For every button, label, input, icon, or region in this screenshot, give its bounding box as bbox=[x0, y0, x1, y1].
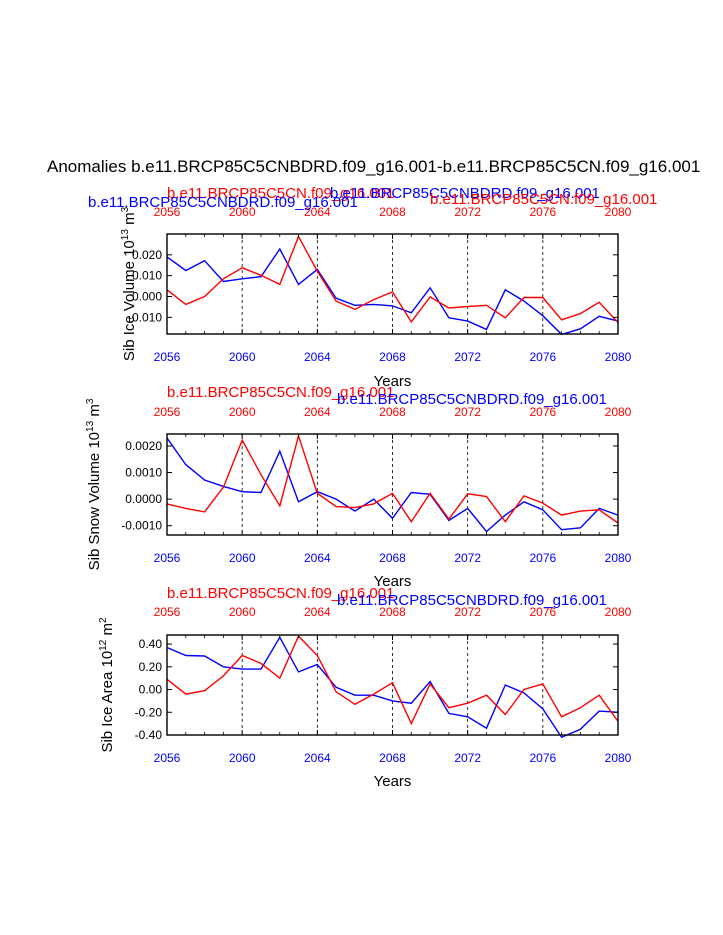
case-label-bdrd-right: b.e11.BRCP85C5CNBDRD.f09_g16.001 bbox=[330, 185, 600, 202]
x-tick-label-top: 2072 bbox=[454, 205, 481, 219]
x-tick-label-top: 2076 bbox=[529, 405, 556, 419]
y-tick-label: 0.0010 bbox=[125, 466, 162, 480]
y-axis-title: Sib Ice Area 1012 m2 bbox=[98, 617, 116, 753]
series-line-bdrd bbox=[166, 437, 619, 533]
case-label-bdrd-left: b.e11.BRCP85C5CNBDRD.f09_g16.001 bbox=[88, 194, 358, 211]
case-label-cn: b.e11.BRCP85C5CN.f09_g16.001 bbox=[167, 384, 394, 401]
series-line-bdrd bbox=[166, 247, 619, 336]
y-tick-label: 0.40 bbox=[139, 637, 163, 651]
x-axis-title: Years bbox=[374, 573, 412, 590]
y-tick-label: 0.0020 bbox=[125, 439, 162, 453]
series-line-cn bbox=[166, 634, 619, 726]
y-tick-label: -0.010 bbox=[128, 310, 162, 324]
x-tick-label-bottom: 2080 bbox=[605, 551, 632, 565]
x-tick-label-top: 2076 bbox=[529, 605, 556, 619]
y-axis-title: Sib Ice Volume 1013 m3 bbox=[120, 206, 138, 361]
x-tick-label-bottom: 2076 bbox=[529, 751, 556, 765]
x-tick-label-top: 2080 bbox=[605, 405, 632, 419]
x-tick-label-bottom: 2072 bbox=[454, 551, 481, 565]
x-tick-label-top: 2068 bbox=[379, 205, 406, 219]
y-tick-label: 0.010 bbox=[132, 269, 162, 283]
x-tick-label-bottom: 2056 bbox=[154, 551, 181, 565]
y-tick-label: 0.00 bbox=[139, 683, 163, 697]
x-tick-label-bottom: 2060 bbox=[229, 350, 256, 364]
x-tick-label-bottom: 2080 bbox=[605, 751, 632, 765]
y-tick-label: -0.40 bbox=[135, 728, 163, 742]
series-line-cn bbox=[166, 234, 619, 324]
x-tick-label-bottom: 2068 bbox=[379, 350, 406, 364]
x-tick-label-top: 2068 bbox=[379, 605, 406, 619]
x-tick-label-bottom: 2068 bbox=[379, 751, 406, 765]
x-tick-label-bottom: 2072 bbox=[454, 751, 481, 765]
x-tick-label-bottom: 2068 bbox=[379, 551, 406, 565]
series-line-cn bbox=[166, 433, 619, 524]
panel-1: 2056 2056 2060 2060 2064 2064 2068 2068 2072 2072… bbox=[88, 185, 657, 390]
y-tick-label: 0.000 bbox=[132, 290, 162, 304]
x-tick-label-bottom: 2060 bbox=[229, 551, 256, 565]
x-tick-label-top: 2056 bbox=[154, 405, 181, 419]
x-tick-label-top: 2060 bbox=[229, 605, 256, 619]
x-tick-label-bottom: 2064 bbox=[304, 551, 331, 565]
x-tick-label-top: 2060 bbox=[229, 405, 256, 419]
x-tick-label-bottom: 2064 bbox=[304, 350, 331, 364]
x-tick-label-top: 2076 bbox=[529, 205, 556, 219]
x-axis-title: Years bbox=[374, 773, 412, 790]
x-tick-label-top: 2072 bbox=[454, 605, 481, 619]
x-tick-label-bottom: 2072 bbox=[454, 350, 481, 364]
figure-title: Anomalies b.e11.BRCP85C5CNBDRD.f09_g16.0… bbox=[47, 157, 701, 176]
y-tick-label: 0.20 bbox=[139, 660, 163, 674]
y-tick-label: 0.0000 bbox=[125, 492, 162, 506]
y-tick-label: 0.020 bbox=[132, 248, 162, 262]
x-tick-label-top: 2080 bbox=[605, 605, 632, 619]
x-tick-label-top: 2064 bbox=[304, 205, 331, 219]
x-tick-label-top: 2072 bbox=[454, 405, 481, 419]
x-tick-label-top: 2068 bbox=[379, 405, 406, 419]
x-axis-title: Years bbox=[374, 373, 412, 390]
case-label-cn: b.e11.BRCP85C5CN.f09_g16.001 bbox=[167, 185, 394, 202]
case-label-bdrd: b.e11.BRCP85C5CNBDRD.f09_g16.001 bbox=[337, 391, 607, 408]
x-tick-label-bottom: 2064 bbox=[304, 751, 331, 765]
x-tick-label-top: 2080 bbox=[605, 205, 632, 219]
y-tick-label: -0.0010 bbox=[121, 519, 162, 533]
panel-2: 2056 2056 2060 2060 2064 2064 2068 2068 2072 2072… bbox=[85, 384, 632, 590]
case-label-cn: b.e11.BRCP85C5CN.f09_g16.001 bbox=[167, 585, 394, 602]
panel-3: 2056 2056 2060 2060 2064 2064 2068 2068 2072 2072… bbox=[98, 585, 632, 790]
x-tick-label-top: 2056 bbox=[154, 605, 181, 619]
x-tick-label-bottom: 2076 bbox=[529, 350, 556, 364]
x-tick-label-top: 2064 bbox=[304, 605, 331, 619]
x-tick-label-top: 2060 bbox=[229, 205, 256, 219]
x-tick-label-bottom: 2056 bbox=[154, 751, 181, 765]
x-tick-label-bottom: 2080 bbox=[605, 350, 632, 364]
case-label-cn-right: b.e11.BRCP85C5CN.f09_g16.001 bbox=[430, 191, 657, 208]
x-tick-label-top: 2064 bbox=[304, 405, 331, 419]
x-tick-label-top: 2056 bbox=[154, 205, 181, 219]
x-tick-label-bottom: 2076 bbox=[529, 551, 556, 565]
x-tick-label-bottom: 2056 bbox=[154, 350, 181, 364]
y-tick-label: -0.20 bbox=[135, 705, 163, 719]
y-axis-title: Sib Snow Volume 1013 m3 bbox=[85, 398, 103, 570]
case-label-bdrd: b.e11.BRCP85C5CNBDRD.f09_g16.001 bbox=[337, 592, 607, 609]
series-line-bdrd bbox=[166, 635, 619, 739]
x-tick-label-bottom: 2060 bbox=[229, 751, 256, 765]
